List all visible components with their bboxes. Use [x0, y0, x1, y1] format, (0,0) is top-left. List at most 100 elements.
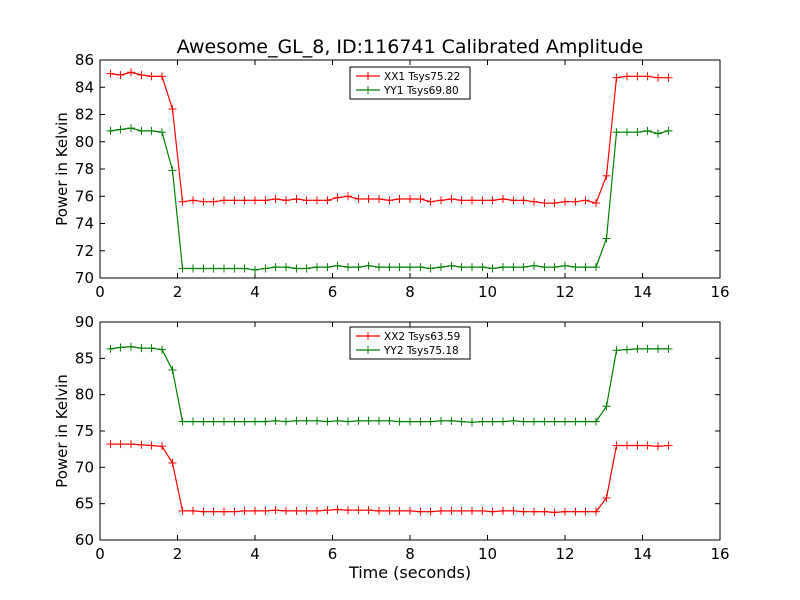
data-point	[344, 506, 352, 515]
data-point	[499, 263, 507, 272]
data-point	[344, 192, 352, 201]
data-point	[158, 442, 166, 451]
data-point	[323, 263, 332, 272]
x-tick-label: 16	[710, 283, 729, 301]
y-tick-label: 75	[75, 422, 94, 440]
data-point	[323, 417, 332, 426]
data-point	[116, 125, 125, 134]
data-point	[468, 263, 476, 272]
data-point	[220, 507, 228, 516]
data-point	[623, 345, 631, 354]
data-point	[344, 263, 352, 272]
data-point	[333, 505, 342, 514]
data-point	[302, 264, 311, 273]
top-subplot: 0 2 4 6 8 10 12 14 16 70 72 74 76 78 80 82 84 86 Power in …	[53, 51, 730, 301]
data-point	[385, 416, 394, 425]
series-0	[106, 440, 673, 517]
data-point	[416, 417, 425, 426]
data-point	[251, 417, 259, 426]
data-point	[385, 506, 394, 515]
data-point	[499, 194, 507, 203]
data-point	[530, 417, 538, 426]
data-point	[302, 196, 311, 205]
data-point	[426, 197, 435, 206]
data-point	[602, 234, 611, 243]
data-point	[592, 263, 600, 272]
data-point	[437, 506, 445, 515]
legend-entry: XX1 Tsys75.22	[356, 71, 460, 83]
data-point	[354, 416, 363, 425]
data-point	[127, 124, 135, 133]
data-point	[561, 417, 569, 426]
data-point	[519, 196, 528, 205]
data-point	[416, 263, 425, 272]
data-point	[158, 128, 166, 137]
data-point	[519, 417, 528, 426]
data-point	[271, 194, 280, 203]
legend-label: YY2 Tsys75.18	[383, 345, 459, 357]
data-point	[354, 194, 363, 203]
data-point	[633, 72, 642, 81]
data-point	[654, 73, 662, 82]
data-point	[561, 197, 569, 206]
data-point	[437, 416, 445, 425]
legend-label: XX2 Tsys63.59	[384, 331, 460, 343]
data-point	[261, 506, 270, 515]
data-point	[178, 506, 187, 515]
data-point	[571, 197, 580, 206]
data-point	[509, 416, 518, 425]
data-point	[220, 196, 228, 205]
data-point	[261, 196, 270, 205]
data-point	[468, 506, 476, 515]
data-point	[612, 73, 621, 82]
data-point	[612, 128, 621, 137]
data-point	[664, 441, 673, 450]
x-tick-label: 10	[478, 545, 497, 563]
data-point	[313, 506, 321, 515]
data-point	[147, 126, 156, 135]
data-point	[643, 344, 652, 353]
data-point	[426, 264, 435, 273]
data-point	[530, 197, 538, 206]
data-point	[416, 507, 425, 516]
data-point	[364, 261, 373, 270]
data-point	[106, 69, 115, 78]
data-point	[199, 197, 208, 206]
data-point	[581, 263, 590, 272]
data-point	[385, 263, 394, 272]
data-point	[488, 196, 497, 205]
data-point	[416, 194, 425, 203]
y-tick-label: 74	[75, 215, 94, 233]
legend: XX2 Tsys63.59 YY2 Tsys75.18	[349, 326, 471, 360]
y-tick-label: 90	[75, 313, 94, 331]
x-tick-label: 6	[328, 545, 338, 563]
data-point	[323, 506, 332, 515]
legend-box	[349, 66, 471, 100]
data-point	[230, 507, 239, 516]
data-point	[468, 418, 476, 427]
x-tick-label: 4	[250, 545, 260, 563]
data-point	[664, 73, 673, 82]
data-point	[106, 344, 115, 353]
bottom-subplot: 0 2 4 6 8 10 12 14 16 60 65 70 75 80 85 90 Power in Kelv…	[53, 313, 730, 563]
data-point	[292, 194, 301, 203]
data-point	[137, 70, 146, 79]
data-point	[147, 344, 156, 353]
x-axis-label: Time (seconds)	[348, 563, 471, 582]
data-point	[406, 194, 414, 203]
data-point	[323, 196, 332, 205]
data-point	[612, 441, 621, 450]
data-point	[127, 68, 135, 77]
data-point	[592, 417, 600, 426]
data-point	[519, 263, 528, 272]
data-point	[623, 441, 631, 450]
y-tick-label: 80	[75, 133, 94, 151]
x-tick-label: 4	[250, 283, 260, 301]
y-tick-label: 80	[75, 386, 94, 404]
data-point	[395, 506, 404, 515]
data-point	[178, 417, 187, 426]
data-point	[468, 196, 476, 205]
data-point	[550, 263, 559, 272]
data-point	[478, 506, 487, 515]
y-tick-label: 70	[75, 269, 94, 287]
